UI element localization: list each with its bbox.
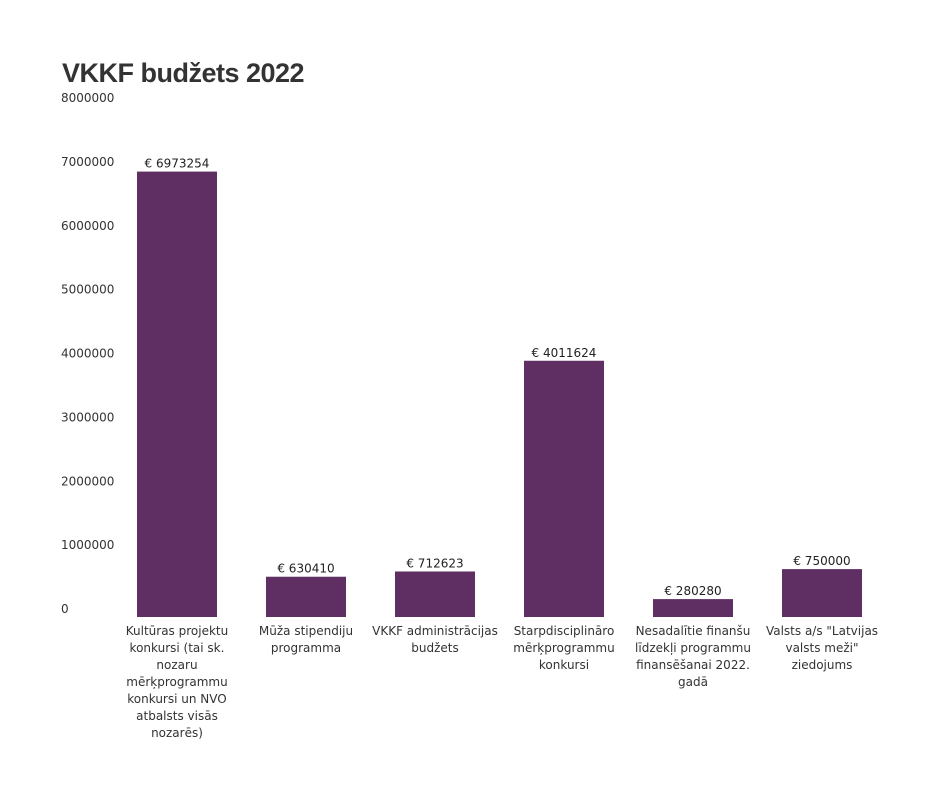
y-tick-label: 1000000 bbox=[61, 538, 114, 552]
x-category-label: VKKF administrācijas budžets bbox=[370, 623, 500, 657]
bar bbox=[137, 171, 217, 617]
y-tick-label: 7000000 bbox=[61, 155, 114, 169]
x-category-label-line: valsts meži" bbox=[785, 641, 859, 655]
bars bbox=[137, 171, 862, 617]
bar bbox=[782, 569, 862, 617]
x-category-label-line: atbalsts visās nozarēs) bbox=[136, 709, 218, 740]
y-tick-label: 8000000 bbox=[61, 91, 114, 105]
x-category-label-line: Starpdisciplināro bbox=[513, 624, 615, 638]
y-axis-ticks: 0 1000000 2000000 3000000 4000000 5000000 6000… bbox=[61, 91, 114, 616]
bar bbox=[524, 360, 604, 617]
x-category-label-line: Valsts a/s "Latvijas bbox=[765, 624, 879, 638]
x-category-label-line: VKKF administrācijas bbox=[372, 624, 498, 638]
x-category-label-line: nozaru bbox=[156, 658, 198, 672]
bar bbox=[653, 599, 733, 617]
bar-value-label: € 6973254 bbox=[145, 157, 210, 171]
x-category-label: Valsts a/s "Latvijas valsts meži" ziedojum… bbox=[757, 623, 887, 674]
x-category-label-line: finansēšanai 2022. bbox=[636, 658, 750, 672]
x-category-label-line: budžets bbox=[411, 641, 459, 655]
y-tick-label: 2000000 bbox=[61, 474, 114, 488]
value-labels: € 6973254 € 630410 € 712623 € 4011624 € 2802… bbox=[145, 157, 851, 599]
x-category-label-line: konkursi (tai sk. bbox=[129, 641, 225, 655]
x-category-label-line: Mūža stipendiju bbox=[258, 624, 354, 638]
x-category-label-line: mērķprogrammu bbox=[126, 675, 228, 689]
x-category-label: Nesadalītie finanšu līdzekļi programmu fin… bbox=[628, 623, 758, 691]
x-category-label: Kultūras projektu konkursi (tai sk. nozaru… bbox=[112, 623, 242, 742]
bar bbox=[266, 576, 346, 617]
x-category-label: Mūža stipendiju programma bbox=[241, 623, 371, 657]
bar-value-label: € 630410 bbox=[277, 562, 334, 576]
x-category-label-line: gadā bbox=[678, 675, 708, 689]
y-tick-label: 5000000 bbox=[61, 283, 114, 297]
bar bbox=[395, 571, 475, 617]
chart-title: VKKF budžets 2022 bbox=[62, 58, 305, 88]
x-category-label-line: konkursi un NVO bbox=[127, 692, 227, 706]
x-category-label-line: Kultūras projektu bbox=[125, 624, 229, 638]
bar-value-label: € 4011624 bbox=[532, 346, 597, 360]
bar-value-label: € 280280 bbox=[664, 584, 721, 598]
x-category-label-line: Nesadalītie finanšu bbox=[635, 624, 751, 638]
x-category-label-line: ziedojums bbox=[791, 658, 853, 672]
y-tick-label: 3000000 bbox=[61, 410, 114, 424]
y-tick-label: 0 bbox=[61, 602, 69, 616]
x-category-label-line: mērķprogrammu bbox=[513, 641, 615, 655]
x-category-label-line: konkursi bbox=[538, 658, 590, 672]
y-tick-label: 6000000 bbox=[61, 219, 114, 233]
x-category-label: Starpdisciplināro mērķprogrammu konkursi bbox=[499, 623, 629, 674]
x-category-label-line: līdzekļi programmu bbox=[635, 641, 751, 655]
bar-value-label: € 712623 bbox=[406, 556, 463, 570]
y-tick-label: 4000000 bbox=[61, 347, 114, 361]
x-category-label-line: programma bbox=[270, 641, 342, 655]
bar-value-label: € 750000 bbox=[793, 554, 850, 568]
